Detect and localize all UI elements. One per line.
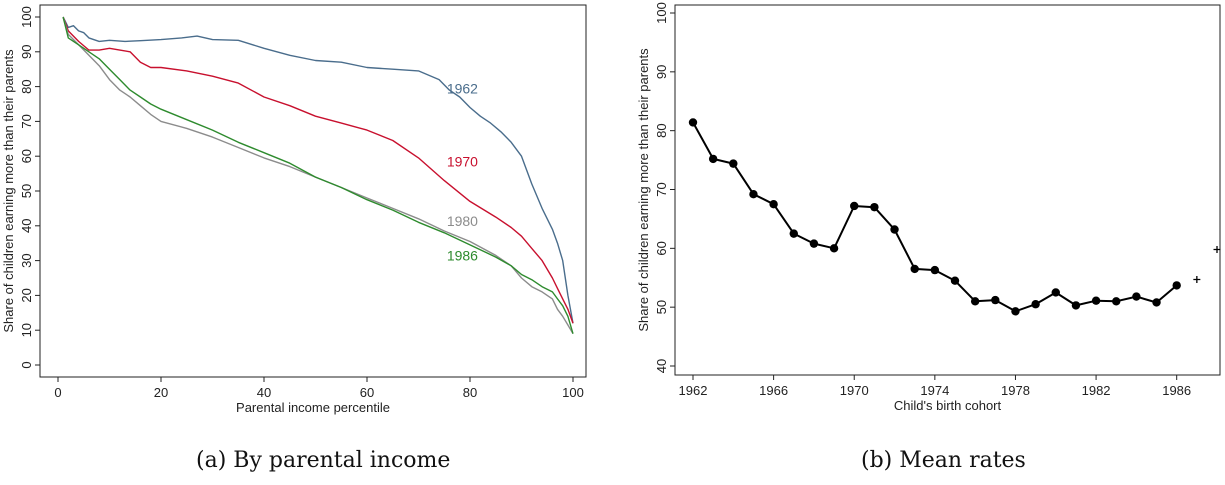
y-tick-label: 0 (19, 361, 34, 368)
plus-marker (1213, 246, 1221, 254)
data-point (1152, 298, 1161, 307)
y-tick-label: 50 (19, 184, 34, 198)
x-tick-label: 40 (257, 385, 271, 400)
data-point (688, 118, 698, 127)
series-line-1986 (62, 16, 574, 334)
plot-frame (39, 4, 587, 378)
x-tick-label: 1982 (1082, 383, 1111, 398)
data-point (850, 201, 859, 211)
plus-marker (1193, 276, 1201, 284)
data-point (769, 200, 778, 209)
data-point (729, 159, 738, 168)
x-tick-label: 1962 (679, 383, 708, 398)
y-tick-label: 40 (19, 219, 34, 233)
y-tick-label: 60 (654, 241, 669, 255)
data-point (1112, 297, 1121, 306)
y-tick-label: 70 (19, 114, 34, 128)
data-point (809, 239, 819, 248)
x-tick-label: 1966 (759, 383, 788, 398)
data-point (749, 190, 758, 199)
y-tick-label: 80 (19, 79, 34, 93)
data-point (1071, 301, 1081, 310)
y-tick-label: 100 (19, 6, 34, 28)
y-axis-title: Share of children earning more than thei… (1, 49, 16, 333)
series-line-1970 (62, 16, 574, 324)
series-label-1980: 1980 (447, 213, 478, 229)
data-point (1091, 296, 1101, 305)
y-tick-label: 100 (654, 2, 669, 24)
chart-a-plot: 0 20 40 60 80 100 0 10 20 30 40 50 60 70 80 90 100 Parent… (1, 4, 587, 415)
data-point (829, 244, 839, 253)
data-point (1031, 300, 1040, 309)
data-point (950, 276, 960, 285)
series-line-1962 (62, 16, 574, 324)
series-line-0 (692, 121, 1178, 313)
y-tick-label: 90 (654, 65, 669, 79)
data-point (910, 264, 919, 274)
chart-panel-parental-income: 0 20 40 60 80 100 0 10 20 30 40 50 60 70 80 90 100 Parent… (0, 0, 605, 485)
y-tick-label: 70 (654, 182, 669, 196)
series-label-1986: 1986 (447, 248, 478, 264)
data-point (789, 229, 798, 238)
data-point (1172, 281, 1181, 290)
chart-panel-mean-rates: 1962 1966 1970 1974 1978 1982 1986 40 50 60 70 80 90… (620, 0, 1225, 485)
data-point (1051, 288, 1060, 297)
series-line-1980 (62, 16, 574, 335)
data-point (930, 265, 940, 275)
chart-b-plot: 1962 1966 1970 1974 1978 1982 1986 40 50 60 70 80 90… (636, 2, 1221, 413)
data-point (1132, 292, 1141, 301)
y-tick-label: 40 (654, 359, 669, 373)
data-point (708, 154, 718, 164)
x-tick-label: 100 (562, 385, 584, 400)
y-tick-label: 10 (19, 323, 34, 337)
x-tick-label: 1986 (1162, 383, 1191, 398)
data-point (890, 225, 899, 234)
x-axis-title: Child's birth cohort (894, 398, 1002, 413)
x-tick-label: 80 (463, 385, 477, 400)
chart-b-caption: (b) Mean rates (861, 448, 1026, 473)
x-tick-label: 0 (54, 385, 61, 400)
plot-frame (674, 4, 1221, 376)
y-tick-label: 50 (654, 300, 669, 314)
data-point (1011, 307, 1020, 316)
x-tick-label: 20 (154, 385, 168, 400)
data-point (870, 202, 879, 212)
y-tick-label: 80 (654, 123, 669, 137)
y-tick-label: 60 (19, 149, 34, 163)
x-tick-label: 1978 (1001, 383, 1030, 398)
chart-a-caption: (a) By parental income (196, 448, 451, 473)
y-tick-label: 30 (19, 253, 34, 267)
x-tick-label: 1974 (920, 383, 949, 398)
data-point (970, 297, 980, 306)
x-axis-title: Parental income percentile (236, 400, 390, 415)
y-axis-title: Share of children earning more than thei… (636, 48, 651, 332)
y-tick-label: 20 (19, 288, 34, 302)
x-tick-label: 1970 (840, 383, 869, 398)
y-tick-label: 90 (19, 45, 34, 59)
series-label-1962: 1962 (447, 81, 478, 97)
data-point (991, 295, 1000, 305)
series-label-1970: 1970 (447, 154, 478, 170)
x-tick-label: 60 (360, 385, 374, 400)
